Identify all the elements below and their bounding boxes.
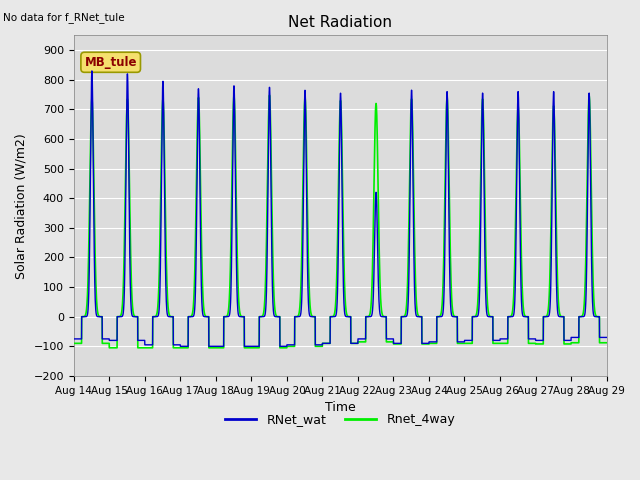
- RNet_wat: [430, 339, 438, 345]
- Rnet_4way: [106, 345, 113, 351]
- Rnet_4way: [166, 312, 173, 318]
- Y-axis label: Solar Radiation (W/m2): Solar Radiation (W/m2): [15, 133, 28, 278]
- RNet_wat: [166, 314, 173, 320]
- Rnet_4way: [266, 92, 273, 98]
- RNet_wat: [603, 335, 611, 340]
- Rnet_4way: [490, 340, 498, 346]
- RNet_wat: [321, 340, 328, 346]
- RNet_wat: [460, 339, 467, 345]
- RNet_wat: [70, 336, 77, 342]
- RNet_wat: [602, 335, 610, 340]
- Rnet_4way: [430, 340, 438, 346]
- Title: Net Radiation: Net Radiation: [288, 15, 392, 30]
- Rnet_4way: [460, 340, 467, 346]
- RNet_wat: [177, 343, 184, 349]
- Text: MB_tule: MB_tule: [84, 56, 137, 69]
- Line: Rnet_4way: Rnet_4way: [74, 95, 607, 348]
- RNet_wat: [490, 337, 498, 343]
- X-axis label: Time: Time: [324, 401, 356, 414]
- Rnet_4way: [603, 340, 611, 346]
- Rnet_4way: [321, 340, 328, 346]
- Text: No data for f_RNet_tule: No data for f_RNet_tule: [3, 12, 125, 23]
- Rnet_4way: [602, 340, 610, 346]
- RNet_wat: [88, 68, 96, 74]
- Line: RNet_wat: RNet_wat: [74, 71, 607, 346]
- Legend: RNet_wat, Rnet_4way: RNet_wat, Rnet_4way: [220, 408, 460, 431]
- Rnet_4way: [70, 340, 77, 346]
